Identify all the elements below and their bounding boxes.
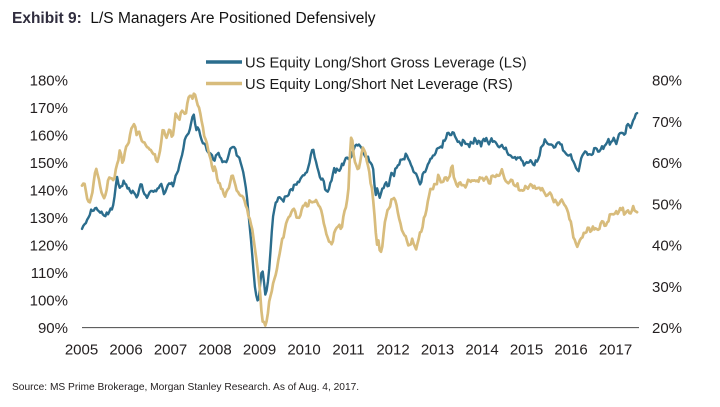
svg-text:2006: 2006 xyxy=(109,342,142,359)
svg-text:150%: 150% xyxy=(30,155,68,172)
svg-text:US Equity Long/Short Gross Lev: US Equity Long/Short Gross Leverage (LS) xyxy=(245,55,527,71)
svg-text:80%: 80% xyxy=(652,73,682,90)
svg-text:2007: 2007 xyxy=(154,342,187,359)
svg-text:70%: 70% xyxy=(652,114,682,131)
svg-text:2009: 2009 xyxy=(243,342,276,359)
svg-text:2017: 2017 xyxy=(599,342,632,359)
svg-text:170%: 170% xyxy=(30,100,68,117)
svg-text:180%: 180% xyxy=(30,73,68,90)
svg-text:2013: 2013 xyxy=(421,342,454,359)
svg-text:160%: 160% xyxy=(30,128,68,145)
svg-text:2014: 2014 xyxy=(465,342,498,359)
svg-text:20%: 20% xyxy=(652,320,682,337)
svg-text:100%: 100% xyxy=(30,293,68,310)
svg-text:110%: 110% xyxy=(31,265,68,282)
svg-text:2015: 2015 xyxy=(510,342,543,359)
svg-text:120%: 120% xyxy=(30,238,68,255)
svg-text:US Equity Long/Short Net Lever: US Equity Long/Short Net Leverage (RS) xyxy=(245,77,513,93)
svg-text:30%: 30% xyxy=(652,279,682,296)
svg-text:50%: 50% xyxy=(652,197,682,214)
svg-text:40%: 40% xyxy=(652,238,682,255)
svg-text:140%: 140% xyxy=(30,183,68,200)
svg-text:2010: 2010 xyxy=(287,342,320,359)
svg-text:2011: 2011 xyxy=(332,342,364,359)
svg-text:60%: 60% xyxy=(652,155,682,172)
svg-text:2016: 2016 xyxy=(554,342,587,359)
svg-text:2005: 2005 xyxy=(65,342,98,359)
svg-text:130%: 130% xyxy=(30,210,68,227)
svg-text:90%: 90% xyxy=(38,320,68,337)
svg-text:2008: 2008 xyxy=(198,342,231,359)
svg-text:2012: 2012 xyxy=(376,342,409,359)
